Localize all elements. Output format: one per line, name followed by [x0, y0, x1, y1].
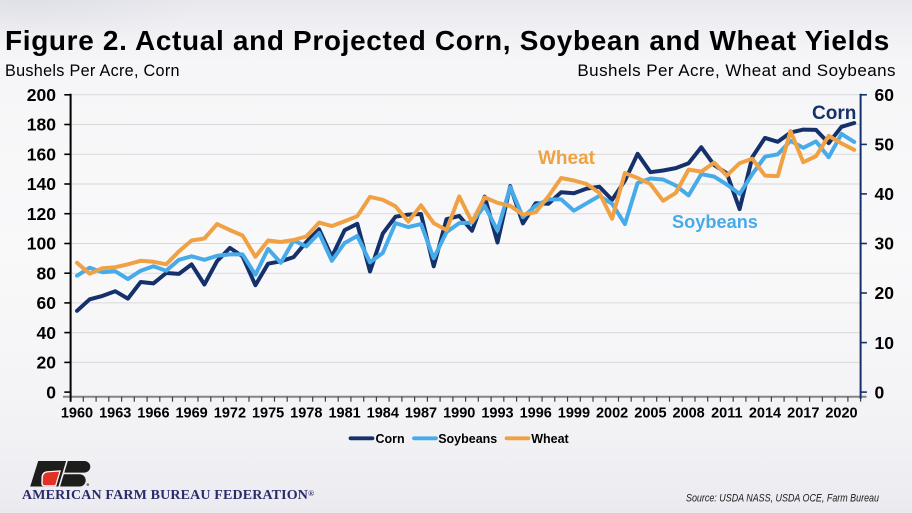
svg-text:160: 160: [27, 145, 56, 165]
svg-text:20: 20: [875, 283, 895, 303]
svg-text:20: 20: [37, 353, 57, 373]
svg-text:1978: 1978: [290, 406, 322, 422]
svg-text:2008: 2008: [672, 406, 704, 422]
svg-text:1993: 1993: [481, 406, 513, 422]
svg-text:2020: 2020: [825, 406, 857, 422]
svg-text:1990: 1990: [443, 406, 475, 422]
svg-text:Source: USDA NASS, USDA OCE, F: Source: USDA NASS, USDA OCE, Farm Bureau: [686, 493, 879, 505]
svg-text:30: 30: [875, 234, 895, 254]
svg-text:1981: 1981: [328, 406, 360, 422]
svg-text:1984: 1984: [367, 406, 399, 422]
svg-text:2017: 2017: [787, 406, 819, 422]
svg-text:Bushels Per Acre, Wheat and So: Bushels Per Acre, Wheat and Soybeans: [577, 61, 896, 80]
svg-text:80: 80: [37, 263, 57, 283]
svg-text:1966: 1966: [137, 406, 169, 422]
svg-text:100: 100: [27, 234, 56, 254]
svg-text:60: 60: [37, 293, 57, 313]
svg-text:1996: 1996: [520, 406, 552, 422]
svg-text:2002: 2002: [596, 406, 628, 422]
svg-text:Bushels Per Acre, Corn: Bushels Per Acre, Corn: [5, 62, 180, 80]
svg-text:Wheat: Wheat: [531, 432, 569, 446]
svg-text:140: 140: [27, 174, 56, 194]
svg-text:Soybeans: Soybeans: [438, 432, 497, 446]
svg-text:1972: 1972: [214, 406, 246, 422]
svg-text:0: 0: [875, 382, 885, 402]
svg-text:Corn: Corn: [376, 432, 405, 446]
svg-text:180: 180: [27, 115, 56, 135]
svg-text:1999: 1999: [558, 406, 590, 422]
svg-text:40: 40: [37, 323, 57, 343]
svg-text:1987: 1987: [405, 406, 437, 422]
svg-text:1963: 1963: [99, 406, 131, 422]
svg-text:10: 10: [875, 333, 895, 353]
svg-text:Figure 2. Actual and Projected: Figure 2. Actual and Projected Corn, Soy…: [5, 25, 890, 56]
svg-text:2011: 2011: [711, 406, 742, 422]
svg-text:1960: 1960: [61, 406, 93, 422]
svg-text:Corn: Corn: [812, 103, 856, 124]
svg-text:Wheat: Wheat: [538, 148, 596, 169]
svg-text:AMERICAN FARM BUREAU FEDERATIO: AMERICAN FARM BUREAU FEDERATION®: [22, 488, 314, 503]
svg-text:200: 200: [27, 85, 56, 105]
svg-text:0: 0: [46, 382, 56, 402]
svg-text:2014: 2014: [749, 406, 781, 422]
svg-text:60: 60: [875, 85, 895, 105]
svg-text:40: 40: [875, 184, 895, 204]
svg-text:50: 50: [875, 135, 895, 155]
svg-text:1975: 1975: [252, 406, 284, 422]
svg-text:120: 120: [27, 204, 56, 224]
svg-text:2005: 2005: [634, 406, 666, 422]
svg-text:1969: 1969: [175, 406, 207, 422]
svg-text:Soybeans: Soybeans: [672, 212, 758, 232]
